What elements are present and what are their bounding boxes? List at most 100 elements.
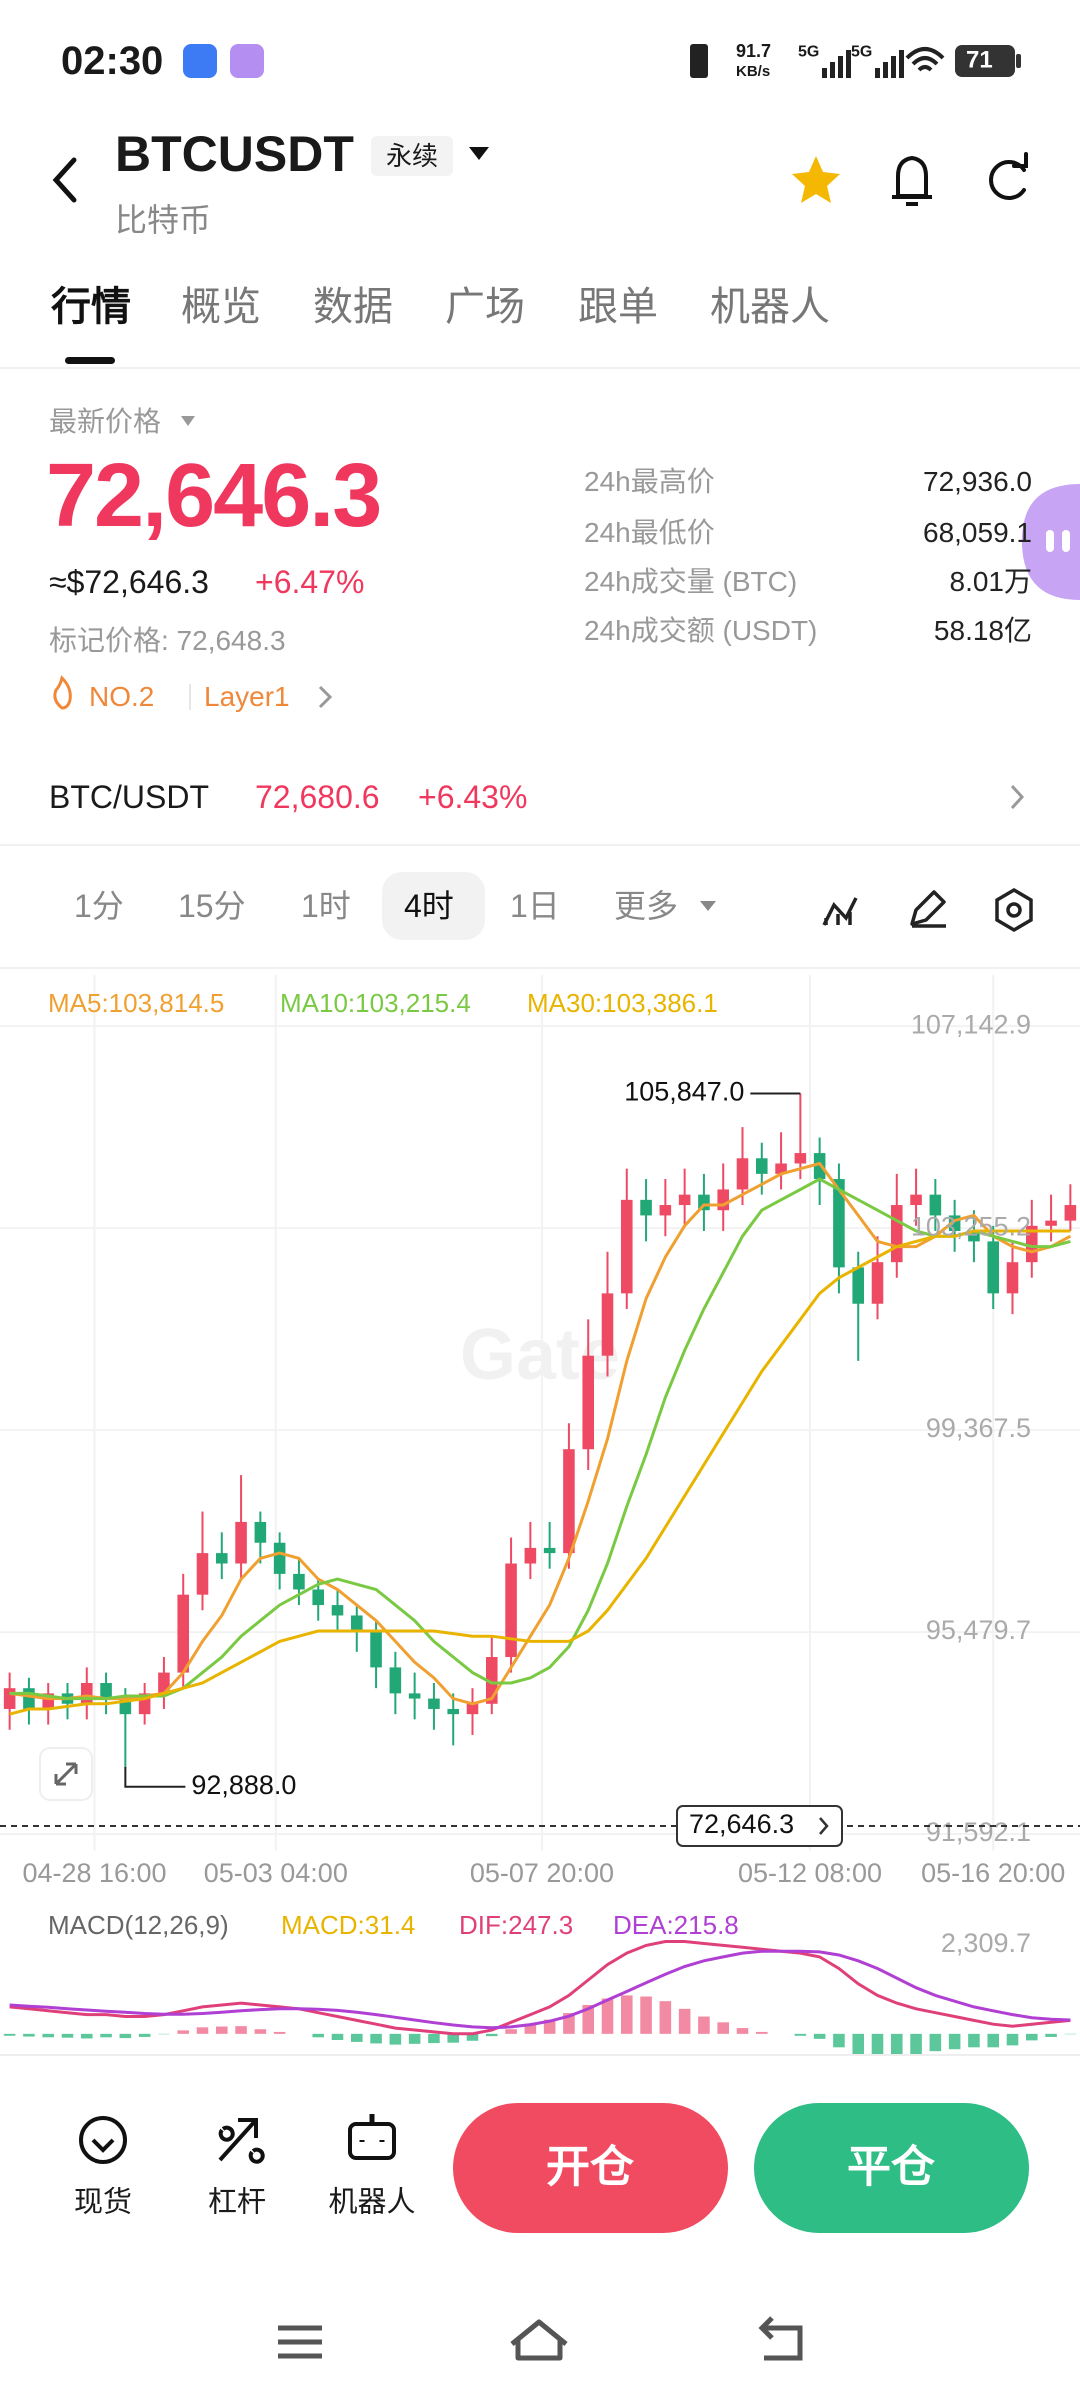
interval-option[interactable]: 1分 bbox=[74, 887, 124, 924]
candle-body bbox=[678, 1194, 691, 1206]
indicator-icon[interactable] bbox=[822, 897, 858, 926]
draw-icon[interactable] bbox=[910, 890, 946, 928]
interval-option[interactable]: 15分 bbox=[178, 887, 246, 924]
macd-bar bbox=[640, 1996, 652, 2034]
settings-icon[interactable] bbox=[995, 887, 1033, 933]
selected-interval-bg bbox=[382, 872, 485, 940]
macd-bar bbox=[698, 2016, 710, 2034]
settings-icon-center bbox=[1006, 902, 1022, 918]
vibrate-icon bbox=[690, 44, 708, 78]
assistant-eye bbox=[1046, 530, 1054, 552]
mark-price: 标记价格: 72,648.3 bbox=[49, 625, 286, 657]
separator bbox=[189, 684, 191, 710]
candle-body bbox=[1026, 1225, 1038, 1263]
macd-plot bbox=[3, 1940, 1077, 2055]
spot-price: 72,680.6 bbox=[255, 778, 380, 815]
macd-bar bbox=[81, 2033, 93, 2039]
macd-bar bbox=[987, 2033, 999, 2048]
macd-bar bbox=[678, 2008, 691, 2034]
macd-bar bbox=[543, 2019, 556, 2034]
candle-body bbox=[833, 1179, 845, 1268]
candle-body bbox=[351, 1615, 363, 1632]
action-label[interactable]: 现货 bbox=[73, 2186, 133, 2219]
contract-badge[interactable]: 永续 bbox=[371, 136, 453, 176]
watermark: Gate bbox=[460, 1315, 620, 1395]
dropdown-arrow[interactable] bbox=[700, 901, 716, 911]
action-label[interactable]: 机器人 bbox=[328, 2186, 416, 2219]
x-tick-label: 05-07 20:00 bbox=[470, 1858, 614, 1888]
tab[interactable]: 概览 bbox=[181, 285, 261, 329]
candle-body bbox=[273, 1542, 286, 1574]
candle-body bbox=[524, 1547, 537, 1564]
tab[interactable]: 跟单 bbox=[578, 285, 658, 329]
tab[interactable]: 行情 bbox=[51, 285, 131, 329]
macd-bar bbox=[756, 2031, 768, 2034]
legend-entry: MA10:103,215.4 bbox=[280, 988, 471, 1018]
app-icon bbox=[183, 44, 217, 78]
interval-option[interactable]: 4时 bbox=[404, 887, 454, 924]
dropdown-arrow[interactable] bbox=[469, 147, 489, 160]
coin-name: 比特币 bbox=[115, 201, 212, 238]
rank-tag[interactable]: NO.2 bbox=[89, 681, 155, 713]
open-position-button[interactable] bbox=[453, 2103, 728, 2233]
macd-bar bbox=[871, 2033, 884, 2055]
price-label[interactable]: 最新价格 bbox=[49, 406, 162, 438]
stat-value: 8.01万 bbox=[949, 566, 1033, 598]
candle-body bbox=[1006, 1262, 1019, 1294]
chevron[interactable] bbox=[1010, 784, 1025, 810]
battery-level: 71 bbox=[966, 46, 993, 74]
candle-body bbox=[100, 1682, 112, 1699]
share-icon[interactable] bbox=[989, 152, 1028, 200]
macd-bar bbox=[563, 2013, 575, 2034]
tab[interactable]: 广场 bbox=[445, 285, 525, 329]
back-button[interactable] bbox=[52, 157, 77, 203]
nav-menu[interactable] bbox=[278, 2325, 322, 2359]
sector-tag[interactable]: Layer1 bbox=[204, 681, 290, 713]
macd-bar bbox=[216, 2026, 228, 2034]
network-type: 5G bbox=[798, 43, 820, 61]
nav-back[interactable] bbox=[758, 2316, 803, 2361]
candle-body bbox=[505, 1563, 517, 1658]
favorite-star[interactable] bbox=[792, 156, 840, 203]
macd-bar bbox=[1006, 2033, 1019, 2046]
ma-line bbox=[9, 1177, 1071, 1701]
nav-home[interactable] bbox=[510, 2319, 568, 2361]
tab[interactable]: 数据 bbox=[313, 285, 393, 329]
candle-body bbox=[910, 1194, 922, 1206]
signal-icon bbox=[822, 50, 851, 78]
dropdown-arrow[interactable] bbox=[181, 416, 195, 426]
action-label[interactable]: 杠杆 bbox=[207, 2186, 267, 2219]
y-tick-label: 99,367.5 bbox=[926, 1413, 1031, 1443]
macd-bar bbox=[235, 2026, 247, 2034]
open-position-label[interactable]: 开仓 bbox=[546, 2142, 634, 2192]
candle-body bbox=[929, 1194, 942, 1216]
spot-pair[interactable]: BTC/USDT bbox=[49, 778, 209, 815]
legend-entry: MA5:103,814.5 bbox=[48, 988, 224, 1018]
macd-bar bbox=[42, 2033, 54, 2038]
interval-option[interactable]: 更多 bbox=[614, 887, 679, 924]
chevron[interactable] bbox=[318, 685, 333, 709]
max-annotation: 105,847.0 bbox=[624, 1077, 744, 1107]
legend-entry: DIF:247.3 bbox=[459, 1910, 573, 1940]
tab[interactable]: 机器人 bbox=[710, 285, 830, 329]
macd-bar bbox=[968, 2033, 980, 2048]
app-icon bbox=[230, 44, 264, 78]
candle-body bbox=[3, 1688, 16, 1709]
chart-layer: Gate 04-28 16:00 05-03 04:00 05-07 20:00 05-… bbox=[0, 975, 1080, 2055]
legend-entry: MACD:31.4 bbox=[281, 1910, 415, 1940]
stat-label: 24h最低价 bbox=[584, 517, 715, 549]
interval-option[interactable]: 1时 bbox=[301, 887, 351, 924]
candle-body bbox=[717, 1189, 729, 1211]
close-position-button[interactable] bbox=[754, 2103, 1029, 2233]
clock: 02:30 bbox=[61, 39, 164, 83]
close-position-label[interactable]: 平仓 bbox=[847, 2142, 935, 2192]
current-price-box bbox=[676, 1805, 843, 1847]
interval-option[interactable]: 1日 bbox=[510, 887, 560, 924]
macd-bar bbox=[408, 2033, 421, 2044]
alert-bell[interactable] bbox=[892, 156, 932, 206]
min-annotation: 92,888.0 bbox=[191, 1770, 296, 1800]
bot-icon bbox=[348, 2122, 396, 2160]
candle-body bbox=[158, 1672, 170, 1694]
macd-bar bbox=[486, 2033, 498, 2037]
